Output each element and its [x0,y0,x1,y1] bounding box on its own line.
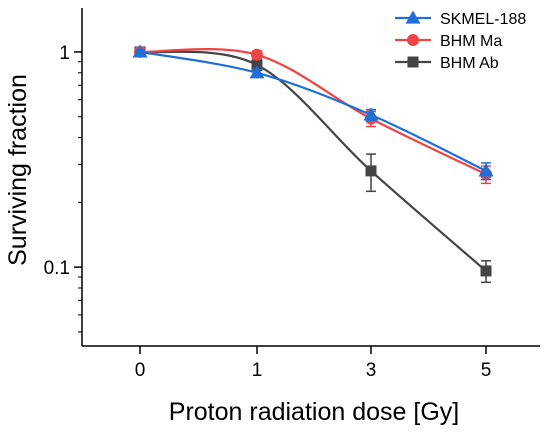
legend-entry: BHM Ma [395,33,502,50]
x-tick-label: 5 [481,360,492,381]
y-axis-title: Surviving fraction [4,74,32,266]
series-skmel-188 [132,44,494,181]
data-point [478,163,494,177]
ticks: 0 1 3 5 0.1 1 [44,43,492,381]
legend-marker [405,10,421,24]
data-point [251,59,263,71]
series-bhm-ma [134,45,492,185]
legend-label: SKMEL-188 [440,11,526,28]
legend-marker [407,34,419,46]
legend-marker [407,56,419,68]
series-line [139,50,487,272]
x-tick-label: 3 [366,360,377,381]
legend-label: BHM Ma [440,33,502,50]
y-tick-label: 1 [59,43,70,64]
x-axis-title: Proton radiation dose [Gy] [169,398,459,426]
series-line [139,48,487,176]
series-line [139,50,487,172]
data-point [249,65,265,79]
data-point [132,44,148,58]
series [132,44,494,284]
axes [81,8,540,347]
y-tick-label: 0.1 [44,258,70,279]
legend: SKMEL-188 BHM Ma BHM Ab [395,10,526,72]
legend-label: BHM Ab [440,55,499,72]
data-point [363,107,379,121]
legend-entry: SKMEL-188 [395,10,526,28]
legend-entry: BHM Ab [395,55,499,72]
x-tick-label: 1 [252,360,263,381]
x-tick-label: 0 [135,360,146,381]
data-point [251,48,263,61]
data-point [365,165,377,177]
data-point [480,265,492,277]
